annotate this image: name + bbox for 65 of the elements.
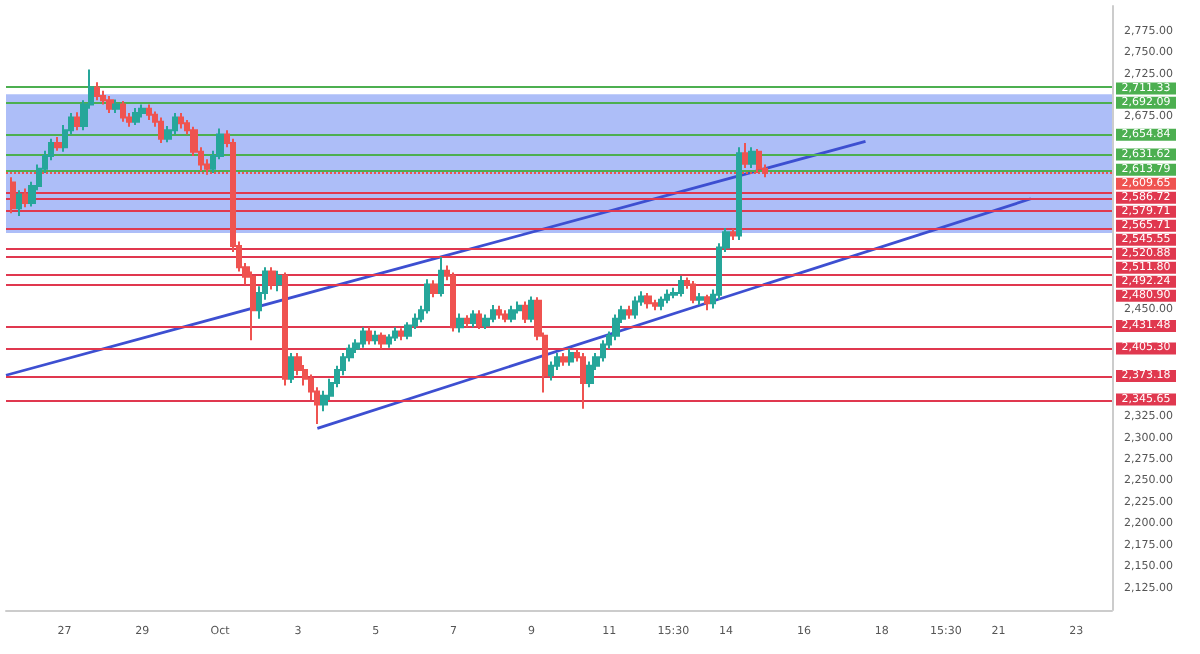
candlestick	[120, 100, 126, 123]
candlestick	[658, 295, 664, 312]
candlestick	[54, 136, 62, 152]
candlestick	[476, 309, 482, 330]
candlestick	[22, 187, 28, 209]
candlestick	[632, 295, 638, 320]
candlestick	[612, 313, 620, 342]
candlestick	[106, 94, 114, 115]
candlestick	[404, 321, 412, 341]
candlestick	[386, 333, 392, 349]
candlestick	[502, 309, 508, 324]
candlestick	[652, 298, 658, 312]
candlestick	[392, 326, 398, 342]
candlestick	[508, 304, 516, 324]
candlestick	[178, 112, 184, 130]
candlestick	[456, 312, 464, 334]
candlestick	[742, 142, 748, 169]
candlestick	[16, 189, 22, 217]
candlestick	[100, 89, 106, 106]
candlestick	[138, 103, 146, 119]
candlestick	[378, 331, 386, 350]
candlestick	[132, 106, 140, 127]
candlestick	[172, 112, 178, 136]
candlestick	[146, 103, 152, 121]
candlestick	[470, 309, 476, 329]
candlestick	[276, 269, 282, 293]
candlestick	[528, 295, 534, 324]
candlestick	[74, 111, 80, 132]
candlestick	[626, 304, 632, 320]
candlestick	[282, 271, 288, 387]
candlestick	[548, 360, 554, 382]
candlestick	[580, 351, 586, 410]
candlestick	[554, 351, 560, 372]
candlestick	[424, 278, 430, 315]
candlestick	[600, 339, 606, 363]
candlestick	[268, 266, 276, 291]
candlestick	[748, 146, 756, 169]
candlestick	[450, 271, 456, 333]
candlestick	[430, 279, 438, 299]
candlestick	[112, 98, 120, 115]
candlestick	[496, 304, 502, 320]
candlestick	[516, 300, 522, 315]
candlestick	[690, 280, 696, 305]
candlestick	[560, 351, 568, 367]
candlestick	[678, 274, 684, 298]
candlestick	[696, 292, 704, 306]
candlestick	[664, 288, 670, 305]
candlestick	[586, 360, 594, 389]
candlestick	[158, 116, 164, 145]
candlestick	[482, 313, 490, 330]
candlestick	[398, 327, 404, 342]
candlestick	[704, 293, 710, 312]
candlestick	[522, 300, 528, 324]
candlestick	[366, 326, 372, 346]
candlestick	[288, 351, 294, 384]
candlestick	[736, 146, 742, 241]
candlestick	[730, 227, 736, 241]
candlestick	[250, 270, 256, 342]
candlestick	[464, 314, 470, 329]
candlestick	[360, 326, 366, 349]
candlestick	[438, 256, 444, 298]
candlestick	[644, 292, 652, 310]
candlestick	[490, 304, 496, 324]
candlestick	[568, 347, 574, 367]
candlestick	[94, 81, 100, 102]
